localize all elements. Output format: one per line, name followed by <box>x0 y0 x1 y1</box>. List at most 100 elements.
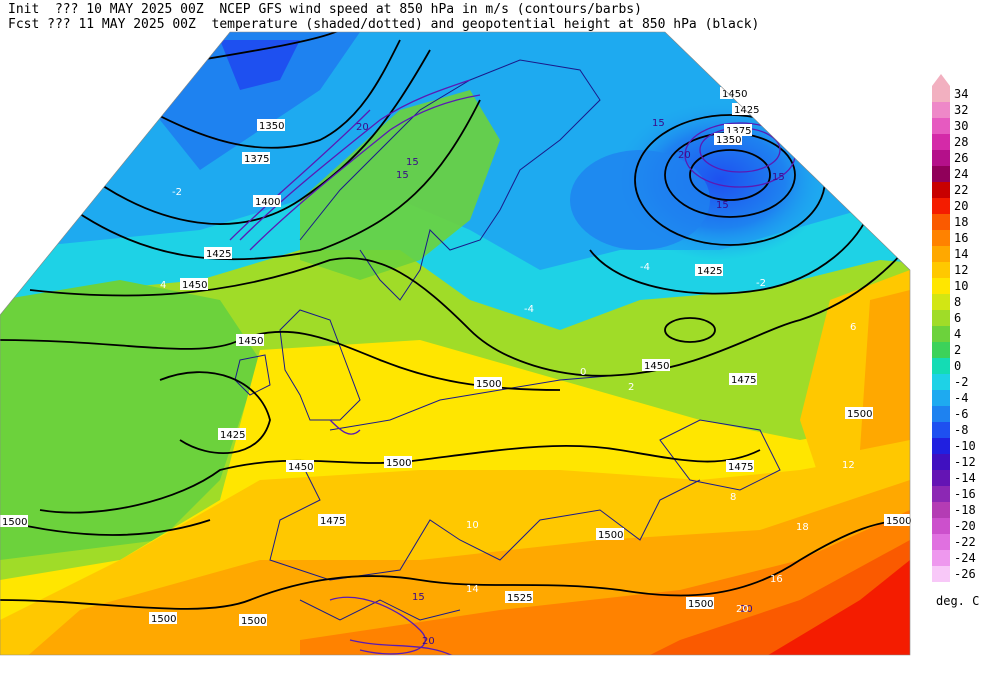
legend-label: 30 <box>954 119 969 133</box>
legend-row: 2 <box>928 342 1000 358</box>
legend-swatch <box>932 550 950 566</box>
legend-swatch <box>932 230 950 246</box>
legend-swatch <box>932 358 950 374</box>
legend-label: 2 <box>954 343 962 357</box>
temperature-label: -2 <box>756 278 766 289</box>
legend-label: 34 <box>954 87 969 101</box>
legend-swatch <box>932 486 950 502</box>
legend-row: -16 <box>928 486 1000 502</box>
wind-label: 15 <box>652 118 665 129</box>
legend-swatch <box>932 534 950 550</box>
height-label: 1450 <box>644 361 669 372</box>
legend-row: 4 <box>928 326 1000 342</box>
legend-swatch <box>932 406 950 422</box>
legend-row: -4 <box>928 390 1000 406</box>
legend-row: 0 <box>928 358 1000 374</box>
legend-label: -10 <box>954 439 976 453</box>
wind-speed-contours <box>229 79 796 655</box>
legend-row: 26 <box>928 150 1000 166</box>
temperature-label: -2 <box>172 187 182 198</box>
height-label: 1450 <box>238 336 263 347</box>
legend-row: -20 <box>928 518 1000 534</box>
wind-label: 15 <box>412 592 425 603</box>
temperature-labels: -2 -4 -2 -4 0 2 4 6 8 10 12 14 16 18 20 <box>160 187 856 615</box>
legend-label: -20 <box>954 519 976 533</box>
legend-row: 18 <box>928 214 1000 230</box>
temperature-label: 2 <box>628 382 634 393</box>
legend-label: -26 <box>954 567 976 581</box>
legend-row: 28 <box>928 134 1000 150</box>
temperature-label: -4 <box>524 304 534 315</box>
height-label: 1475 <box>731 375 756 386</box>
height-label: 1500 <box>476 379 501 390</box>
legend-swatch <box>932 86 950 102</box>
legend-label: 16 <box>954 231 969 245</box>
legend-swatch <box>932 118 950 134</box>
legend-swatch <box>932 566 950 582</box>
legend-row: 34 <box>928 86 1000 102</box>
height-label: 1425 <box>734 105 759 116</box>
height-label: 1500 <box>688 599 713 610</box>
legend-label: 10 <box>954 279 969 293</box>
header-line-forecast: Fcst ??? 11 MAY 2025 00Z temperature (sh… <box>8 17 760 32</box>
height-label: 1475 <box>728 462 753 473</box>
legend-row: 20 <box>928 198 1000 214</box>
legend-label: 28 <box>954 135 969 149</box>
legend-swatch <box>932 294 950 310</box>
wind-label: 20 <box>356 122 369 133</box>
legend-swatch <box>932 326 950 342</box>
height-label: 1500 <box>241 616 266 627</box>
legend-label: 24 <box>954 167 969 181</box>
legend-row: 14 <box>928 246 1000 262</box>
temperature-legend: 34 32 30 28 26 24 22 20 18 16 14 12 10 8 6 4 2 0 -2 -4 -6 -8-… <box>928 74 1000 606</box>
legend-row: -10 <box>928 438 1000 454</box>
height-label: 1350 <box>716 135 741 146</box>
temperature-label: 18 <box>796 522 809 533</box>
height-label: 1500 <box>386 458 411 469</box>
wind-labels: 20 15 15 20 15 15 15 20 15 20 <box>356 118 785 647</box>
height-labels: 1350 1375 1400 1425 1450 1450 1425 1450 … <box>0 87 912 627</box>
wind-label: 20 <box>422 636 435 647</box>
temperature-label: -4 <box>640 262 650 273</box>
legend-label: -6 <box>954 407 969 421</box>
legend-swatch <box>932 310 950 326</box>
legend-label: -14 <box>954 471 976 485</box>
legend-swatch <box>932 518 950 534</box>
legend-swatch <box>932 182 950 198</box>
legend-row: 10 <box>928 278 1000 294</box>
legend-row: -6 <box>928 406 1000 422</box>
legend-label: 32 <box>954 103 969 117</box>
height-label: 1500 <box>2 517 27 528</box>
wind-label: 15 <box>396 170 409 181</box>
legend-row: 12 <box>928 262 1000 278</box>
temperature-label: 6 <box>850 322 856 333</box>
temperature-label: 20 <box>736 604 749 615</box>
legend-row: 8 <box>928 294 1000 310</box>
legend-row: -2 <box>928 374 1000 390</box>
legend-row: -26 <box>928 566 1000 582</box>
height-label: 1350 <box>259 121 284 132</box>
legend-row: -8 <box>928 422 1000 438</box>
height-label: 1375 <box>244 154 269 165</box>
legend-row: -24 <box>928 550 1000 566</box>
header-line-init: Init ??? 10 MAY 2025 00Z NCEP GFS wind s… <box>8 2 642 17</box>
legend-label: 22 <box>954 183 969 197</box>
legend-swatch <box>932 390 950 406</box>
geopotential-contours <box>0 32 910 610</box>
legend-swatch <box>932 454 950 470</box>
legend-label: 12 <box>954 263 969 277</box>
legend-row: 32 <box>928 102 1000 118</box>
temperature-label: 10 <box>466 520 479 531</box>
temperature-label: 12 <box>842 460 855 471</box>
legend-swatch <box>932 278 950 294</box>
legend-row: 24 <box>928 166 1000 182</box>
legend-label: -18 <box>954 503 976 517</box>
wind-label: 15 <box>772 172 785 183</box>
legend-label: -16 <box>954 487 976 501</box>
legend-swatch <box>932 470 950 486</box>
height-label: 1450 <box>722 89 747 100</box>
height-label: 1450 <box>288 462 313 473</box>
height-label: 1500 <box>151 614 176 625</box>
height-label: 1400 <box>255 197 280 208</box>
legend-swatch <box>932 246 950 262</box>
